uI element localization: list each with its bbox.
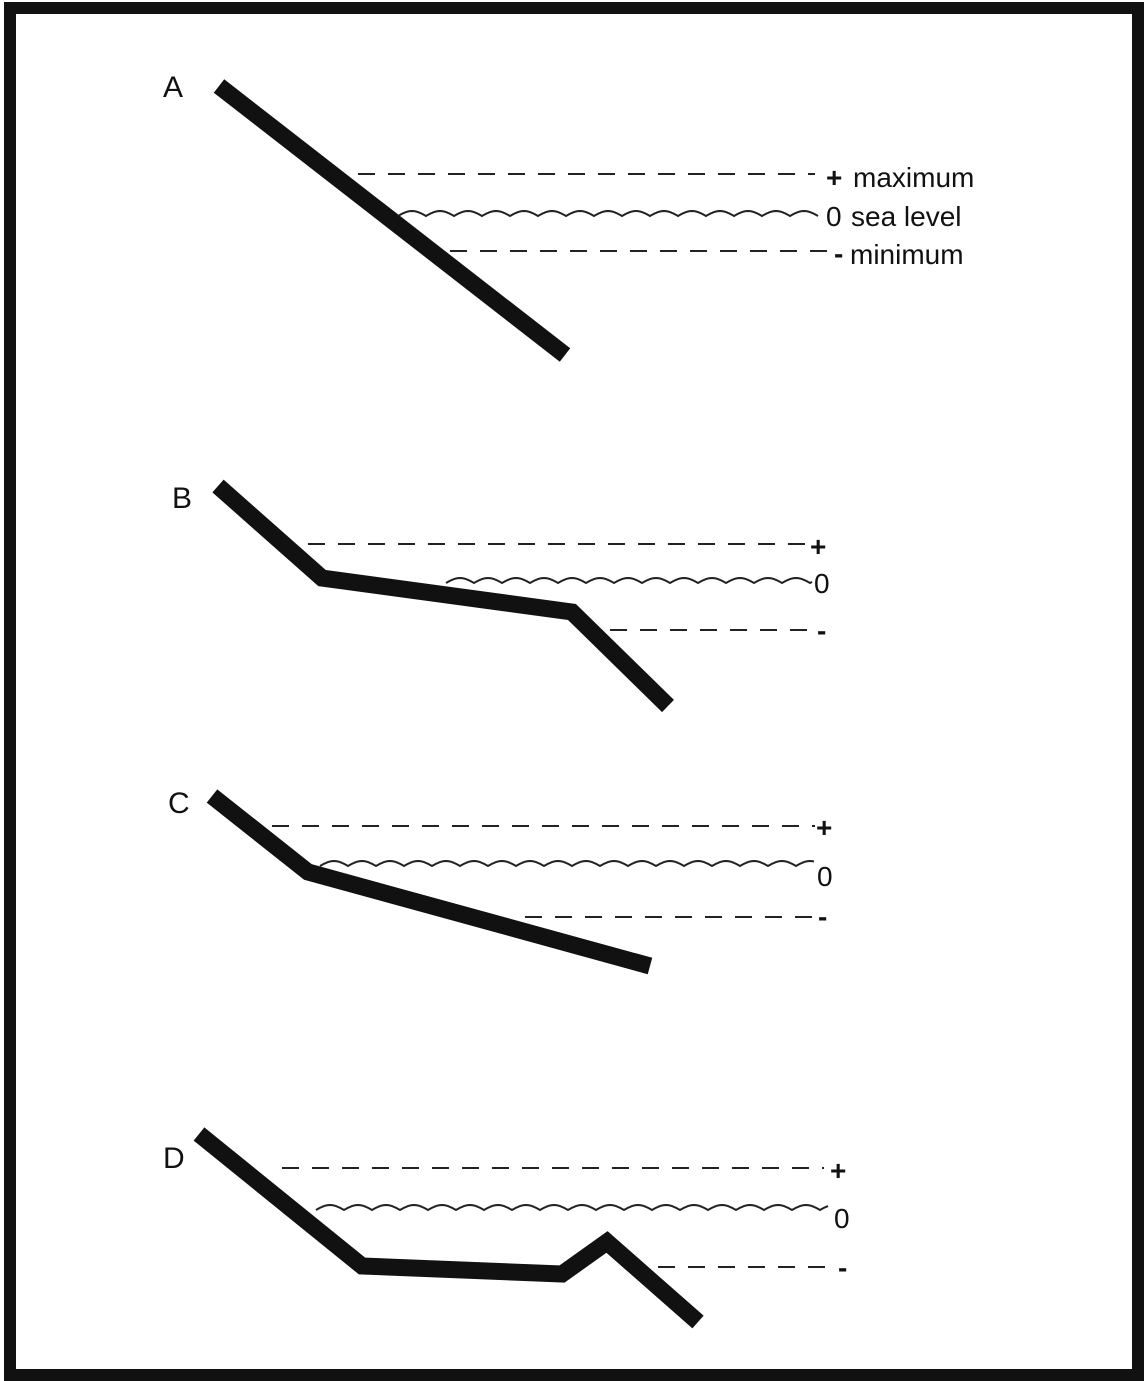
panel-d-sea-level-symbol: 0 xyxy=(834,1203,850,1234)
panel-a-shore-profile xyxy=(213,79,571,362)
panel-b-letter: B xyxy=(172,482,192,515)
diagram-frame xyxy=(4,2,1144,1381)
panel-a-sea-level-line xyxy=(397,209,819,218)
panel-a-maximum-label: maximum xyxy=(853,162,974,193)
panel-a-sea-level-symbol: 0 xyxy=(826,201,842,232)
panel-b-sea-level-line xyxy=(445,576,813,585)
panel-a-minimum-symbol: - xyxy=(834,238,843,269)
panel-b-sea-level-symbol: 0 xyxy=(814,568,830,599)
panel-a-minimum-label: minimum xyxy=(850,239,964,270)
panel-c-letter: C xyxy=(168,787,190,820)
panel-d-letter: D xyxy=(163,1142,185,1175)
panel-a-sea-level-label: sea level xyxy=(851,201,962,232)
panel-c-sea-level-line xyxy=(319,859,815,868)
panel-d: D + 0 - xyxy=(163,1127,850,1329)
panel-b: B + 0 - xyxy=(172,479,830,713)
panel-c-sea-level-symbol: 0 xyxy=(817,861,833,892)
panel-d-minimum-symbol: - xyxy=(838,1252,847,1283)
panel-a-letter: A xyxy=(163,71,183,104)
panel-b-minimum-symbol: - xyxy=(817,615,826,646)
panel-a: A + maximum 0 sea level - minimum xyxy=(163,71,974,362)
panel-c-maximum-symbol: + xyxy=(816,812,832,843)
panel-a-maximum-symbol: + xyxy=(826,162,842,193)
panel-d-shore-profile xyxy=(193,1127,704,1329)
panel-b-maximum-symbol: + xyxy=(810,531,826,562)
panel-d-maximum-symbol: + xyxy=(830,1155,846,1186)
panel-b-shore-profile xyxy=(212,479,674,713)
panel-d-sea-level-line xyxy=(315,1203,829,1212)
panel-c: C + 0 - xyxy=(168,787,833,975)
panel-c-minimum-symbol: - xyxy=(818,901,827,932)
panel-c-shore-profile xyxy=(206,789,653,975)
